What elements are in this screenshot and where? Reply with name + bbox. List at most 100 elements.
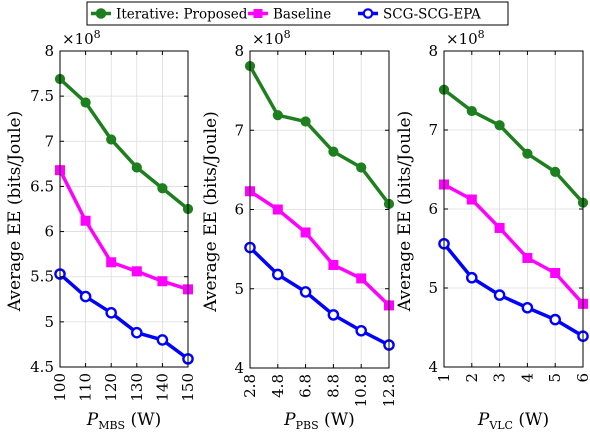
data-point (356, 273, 367, 284)
data-point (550, 166, 561, 177)
y-tick-label: 8 (428, 42, 438, 60)
y-tick-label: 7.5 (30, 87, 54, 105)
x-tick-label: 120 (102, 373, 120, 402)
data-point (494, 222, 505, 233)
y-exponent-label: ×108 (446, 28, 485, 48)
x-tick-label: 4.8 (269, 374, 287, 398)
data-point (549, 313, 562, 326)
x-tick-label: 2.8 (241, 374, 259, 398)
data-point (300, 227, 311, 238)
legend-entry: Baseline (248, 7, 331, 23)
x-tick-label: 140 (153, 373, 171, 402)
chart-panel: 4.5 5 5.5 6 6.5 7 7.5 8 100 110 120 130 140 150 ×108 Av… (5, 28, 197, 432)
y-tick-label: 7 (428, 121, 438, 139)
data-point (328, 259, 339, 270)
y-tick-label: 4 (428, 358, 438, 376)
x-tick-label: 3 (491, 373, 509, 383)
y-axis-label: Average EE (bits/Joule) (5, 111, 25, 312)
y-tick-label: 6 (44, 223, 54, 241)
y-tick-label: 5 (428, 279, 438, 297)
y-tick-label: 5.5 (30, 268, 54, 286)
x-tick-label: 5 (546, 373, 564, 383)
legend-entry: Iterative: Proposed (91, 7, 248, 23)
data-point (131, 162, 142, 173)
data-point (271, 268, 284, 281)
data-point (272, 204, 283, 215)
y-tick-label: 5 (44, 313, 54, 331)
x-tick-label: 100 (51, 373, 69, 402)
data-point (550, 267, 561, 278)
legend-entry: SCG-SCG-EPA (358, 7, 481, 23)
data-point (106, 134, 117, 145)
x-tick-label: 110 (77, 373, 95, 402)
y-tick-label: 7 (234, 121, 244, 139)
charts: 4.5 5 5.5 6 6.5 7 7.5 8 100 110 120 130 140 150 ×108 Av… (5, 28, 590, 432)
data-point (465, 271, 478, 284)
data-point (356, 162, 367, 173)
data-point (522, 252, 533, 263)
x-tick-label: 8.8 (324, 374, 342, 398)
x-tick-label: 130 (128, 373, 146, 402)
legend-box (86, 1, 509, 26)
y-exponent-label: ×108 (62, 28, 101, 48)
legend-label: SCG-SCG-EPA (383, 7, 481, 23)
series-line (442, 88, 585, 204)
data-point (105, 307, 117, 319)
axes-frame (59, 50, 189, 368)
y-tick-label: 7 (44, 132, 54, 150)
data-point (272, 110, 283, 121)
chart-panel: 4 5 6 7 8 2.8 4.8 6.8 8.8 10.8 12.8 ×108 Average EE … (201, 28, 398, 432)
data-point (106, 257, 117, 268)
y-tick-label: 6 (234, 201, 244, 219)
data-point (131, 266, 142, 277)
data-point (494, 120, 505, 131)
legend-marker (362, 8, 374, 19)
legend: Iterative: Proposed Baseline SCG-SCG-EPA (86, 1, 509, 26)
data-point (355, 324, 368, 337)
y-tick-label: 5 (234, 280, 244, 298)
data-point (522, 148, 533, 159)
data-point (80, 97, 91, 108)
data-point (79, 290, 92, 303)
x-axis-label: PVLC (W) (477, 410, 549, 432)
x-tick-label: 150 (179, 373, 197, 402)
y-tick-label: 8 (44, 42, 54, 60)
x-tick-label: 2 (463, 373, 481, 383)
data-point (157, 276, 168, 287)
data-point (80, 215, 91, 226)
data-point (521, 301, 534, 314)
y-axis-label: Average EE (bits/Joule) (201, 111, 221, 312)
legend-label: Baseline (273, 7, 331, 23)
data-point (466, 105, 477, 117)
y-exponent-label: ×108 (252, 28, 291, 48)
y-axis-label: Average EE (bits/Joule) (395, 111, 415, 312)
x-tick-label: 6.8 (297, 374, 315, 398)
data-point (300, 116, 311, 127)
data-point (299, 286, 312, 298)
x-tick-label: 12.8 (380, 374, 398, 407)
legend-marker (253, 9, 263, 18)
data-point (493, 289, 506, 301)
y-tick-label: 6.5 (30, 177, 54, 195)
x-tick-label: 6 (574, 373, 590, 383)
y-tick-label: 8 (234, 42, 244, 60)
x-axis-label: PMBS (W) (86, 410, 162, 432)
y-tick-label: 4.5 (30, 358, 54, 376)
y-tick-label: 6 (428, 200, 438, 218)
series-line (58, 77, 190, 211)
y-tick-label: 4 (234, 359, 244, 377)
x-tick-label: 1 (435, 373, 453, 383)
series-line (248, 65, 391, 206)
data-point (328, 146, 339, 157)
legend-label: Iterative: Proposed (116, 7, 248, 23)
data-point (466, 194, 477, 205)
data-point (130, 326, 143, 339)
legend-marker (95, 8, 107, 19)
x-tick-label: 4 (518, 373, 536, 383)
x-axis-label: PPBS (W) (283, 410, 355, 432)
data-point (156, 334, 169, 346)
data-point (327, 309, 340, 321)
